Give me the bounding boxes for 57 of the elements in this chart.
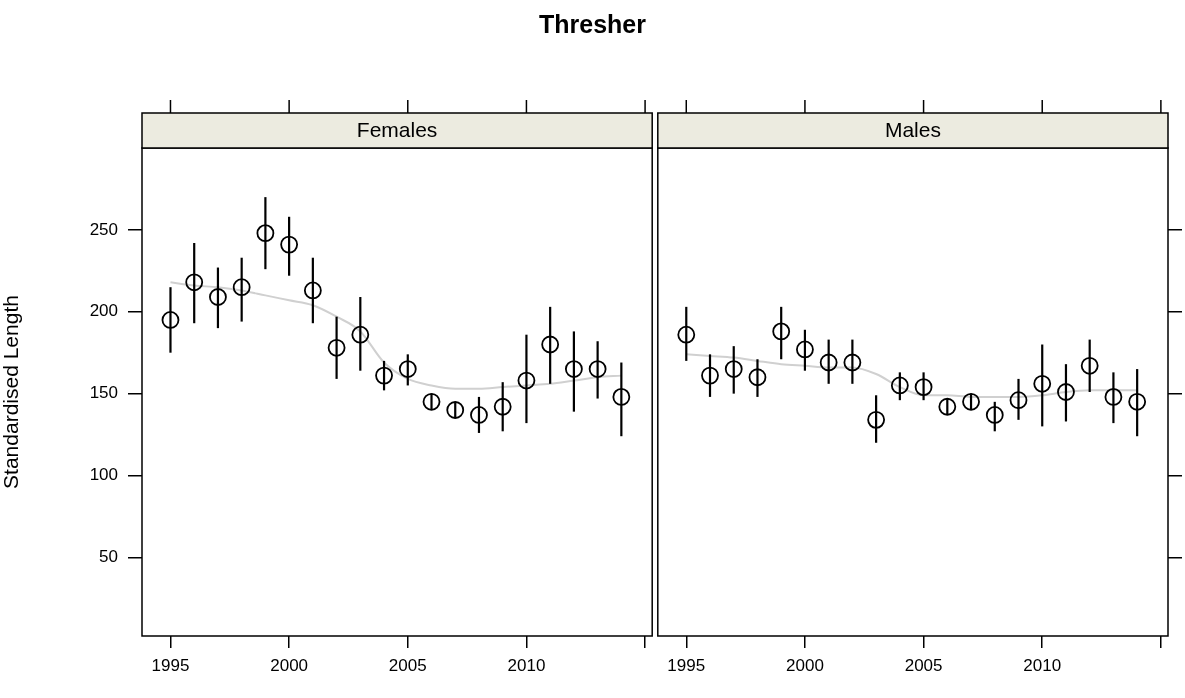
x-tick-label: 1995 — [151, 655, 190, 675]
point — [351, 325, 370, 344]
point — [938, 397, 957, 416]
point — [748, 368, 767, 387]
point — [724, 360, 743, 378]
chart-subtitle: Thresher — [538, 10, 647, 39]
x-tick-label: 1995 — [667, 655, 706, 675]
point — [470, 406, 488, 424]
point — [701, 366, 719, 385]
point — [1104, 388, 1123, 406]
point — [493, 397, 512, 416]
point — [517, 371, 536, 390]
point — [185, 273, 204, 292]
y-tick-label: 50 — [99, 547, 118, 567]
point — [1057, 383, 1075, 401]
x-tick-label: 2005 — [904, 655, 943, 675]
point — [303, 281, 322, 300]
point — [375, 366, 393, 385]
point — [256, 224, 275, 243]
point — [914, 378, 933, 396]
point — [890, 376, 909, 395]
point — [1080, 356, 1099, 375]
point — [1128, 392, 1147, 411]
y-tick-label: 200 — [89, 301, 118, 321]
y-tick-label: 150 — [89, 383, 118, 403]
point — [422, 392, 441, 411]
point — [796, 340, 814, 359]
y-tick-label: 250 — [89, 219, 118, 239]
point — [772, 322, 791, 341]
point — [564, 360, 583, 378]
point — [612, 388, 631, 406]
point — [541, 335, 560, 354]
point — [1009, 391, 1028, 410]
point — [867, 410, 886, 429]
point — [446, 401, 465, 419]
point — [677, 325, 696, 344]
x-tick-label: 2000 — [270, 655, 309, 675]
chart-title: Males — [884, 117, 941, 141]
x-tick-label: 2005 — [388, 655, 427, 675]
x-tick-label: 2000 — [786, 655, 824, 675]
point — [209, 288, 227, 306]
point — [161, 311, 180, 329]
x-tick-label: 2010 — [507, 655, 546, 675]
point — [588, 360, 607, 378]
point — [398, 360, 417, 378]
point — [1033, 374, 1052, 393]
x-tick-label: 2010 — [1023, 655, 1062, 675]
point — [985, 406, 1004, 424]
point — [843, 353, 862, 372]
y-axis-title: Standardised Length — [0, 295, 23, 489]
point — [232, 278, 251, 297]
chart-title: Females — [356, 117, 438, 141]
y-tick-label: 100 — [89, 465, 118, 485]
point — [819, 353, 838, 372]
point — [280, 235, 299, 254]
point — [962, 392, 980, 411]
point — [327, 338, 346, 357]
